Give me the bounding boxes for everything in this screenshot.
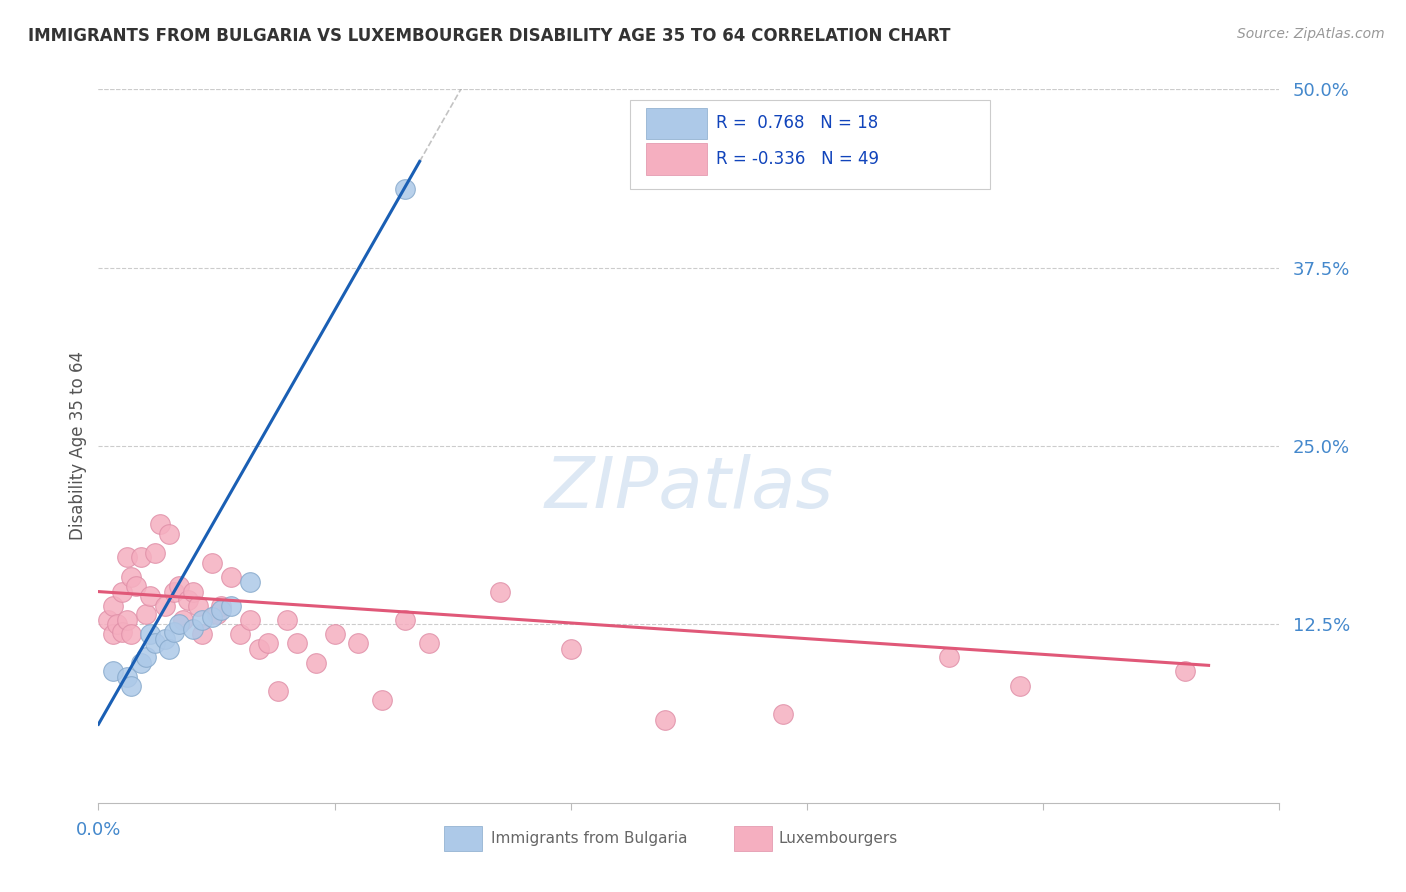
Point (394, 613, 416, 627)
Point (121, 570, 143, 584)
Point (167, 617, 190, 632)
Text: Immigrants from Bulgaria: Immigrants from Bulgaria (491, 831, 688, 846)
Point (139, 589, 162, 603)
Point (101, 599, 124, 613)
Text: 0.0%: 0.0% (76, 821, 121, 838)
Point (153, 632, 176, 646)
Point (163, 624, 186, 639)
Point (172, 613, 194, 627)
Text: Luxembourgers: Luxembourgers (779, 831, 898, 846)
Point (276, 613, 298, 627)
Point (143, 546, 166, 560)
Point (209, 603, 232, 617)
Point (125, 579, 148, 593)
Text: IMMIGRANTS FROM BULGARIA VS LUXEMBOURGER DISABILITY AGE 35 TO 64 CORRELATION CHA: IMMIGRANTS FROM BULGARIA VS LUXEMBOURGER… (28, 27, 950, 45)
Point (489, 584, 512, 599)
Text: R = -0.336   N = 49: R = -0.336 N = 49 (716, 150, 879, 168)
Text: R =  0.768   N = 18: R = 0.768 N = 18 (716, 114, 879, 132)
Point (101, 627, 124, 641)
Point (267, 684, 290, 698)
Point (394, 182, 416, 196)
FancyBboxPatch shape (734, 826, 772, 851)
Point (239, 574, 262, 589)
Point (938, 650, 960, 665)
Point (157, 527, 180, 541)
Point (219, 599, 242, 613)
Point (285, 636, 308, 650)
Point (149, 517, 172, 532)
Point (97, 613, 120, 627)
Point (247, 641, 270, 656)
Point (115, 550, 138, 565)
Point (105, 617, 128, 632)
Point (229, 627, 252, 641)
Point (347, 636, 370, 650)
FancyBboxPatch shape (647, 108, 707, 139)
Point (371, 693, 394, 707)
Text: Source: ZipAtlas.com: Source: ZipAtlas.com (1237, 27, 1385, 41)
Point (143, 636, 166, 650)
Point (115, 613, 138, 627)
Point (129, 656, 152, 670)
Y-axis label: Disability Age 35 to 64: Disability Age 35 to 64 (69, 351, 87, 541)
Point (163, 584, 186, 599)
Point (209, 599, 232, 613)
Point (121, 679, 143, 693)
Point (1174, 665, 1197, 679)
Point (129, 550, 152, 565)
Point (772, 707, 794, 722)
Point (111, 624, 134, 639)
Point (135, 607, 157, 622)
Point (191, 627, 214, 641)
Point (305, 656, 328, 670)
Point (181, 584, 204, 599)
Point (167, 579, 190, 593)
Point (157, 641, 180, 656)
Point (191, 613, 214, 627)
Point (201, 556, 224, 570)
Point (153, 599, 176, 613)
FancyBboxPatch shape (630, 100, 990, 189)
Point (111, 584, 134, 599)
Point (177, 593, 200, 607)
Point (239, 613, 262, 627)
Point (418, 636, 440, 650)
FancyBboxPatch shape (647, 144, 707, 175)
Point (101, 665, 124, 679)
Point (323, 627, 346, 641)
Point (135, 650, 157, 665)
Point (181, 622, 204, 636)
FancyBboxPatch shape (444, 826, 482, 851)
Point (654, 713, 676, 727)
Point (219, 570, 242, 584)
Point (205, 607, 228, 622)
Point (139, 627, 162, 641)
Point (1008, 679, 1031, 693)
Point (121, 627, 143, 641)
Text: ZIPatlas: ZIPatlas (544, 454, 834, 524)
Point (560, 641, 582, 656)
Point (115, 670, 138, 684)
Point (257, 636, 280, 650)
Point (201, 610, 224, 624)
Point (187, 599, 209, 613)
